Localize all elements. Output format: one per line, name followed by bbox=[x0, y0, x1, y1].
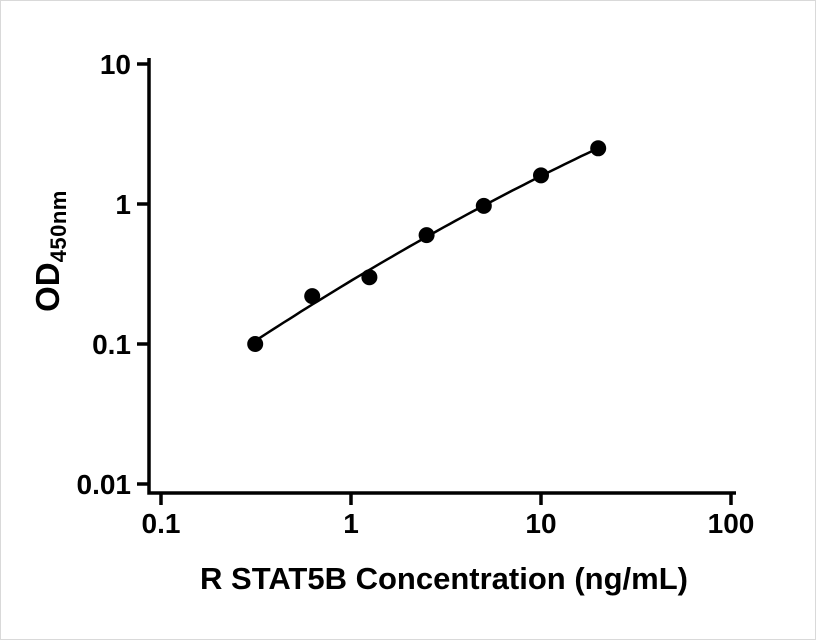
y-axis-title-subscript: 450nm bbox=[46, 190, 71, 263]
data-point bbox=[475, 197, 492, 214]
y-axis-title: OD450nm bbox=[29, 190, 71, 312]
y-tick-label: 0.1 bbox=[92, 329, 131, 360]
x-tick-label: 10 bbox=[525, 508, 556, 539]
data-point bbox=[361, 269, 378, 286]
x-axis-title: R STAT5B Concentration (ng/mL) bbox=[200, 561, 688, 596]
data-point bbox=[247, 336, 264, 352]
x-tick-label: 0.1 bbox=[142, 508, 181, 539]
x-tick-label: 1 bbox=[343, 508, 359, 539]
x-tick-label: 100 bbox=[708, 508, 755, 539]
y-axis-title-main: OD bbox=[29, 262, 66, 312]
data-point bbox=[590, 140, 607, 157]
data-point bbox=[304, 288, 321, 305]
axis-spines bbox=[147, 58, 736, 495]
y-tick-label: 10 bbox=[100, 49, 131, 80]
data-point bbox=[418, 227, 435, 244]
data-point bbox=[533, 167, 549, 184]
y-tick-label: 0.01 bbox=[77, 469, 132, 500]
y-tick-label: 1 bbox=[115, 189, 131, 220]
